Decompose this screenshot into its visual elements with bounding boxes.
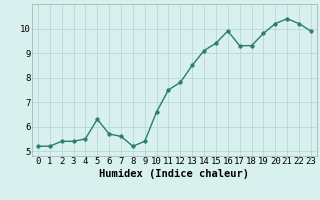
X-axis label: Humidex (Indice chaleur): Humidex (Indice chaleur) — [100, 169, 249, 179]
